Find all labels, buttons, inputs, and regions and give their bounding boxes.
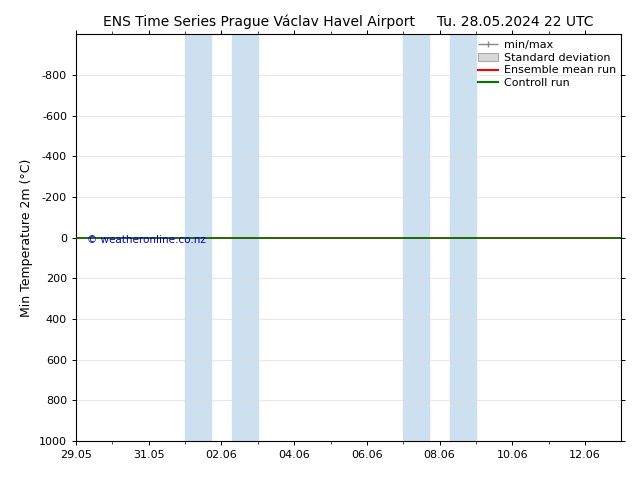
- Bar: [185, 34, 210, 441]
- Title: ENS Time Series Prague Václav Havel Airport     Tu. 28.05.2024 22 UTC: ENS Time Series Prague Václav Havel Airp…: [103, 15, 594, 29]
- Text: © weatheronline.co.nz: © weatheronline.co.nz: [87, 236, 206, 245]
- Y-axis label: Min Temperature 2m (°C): Min Temperature 2m (°C): [20, 158, 34, 317]
- Bar: [451, 34, 476, 441]
- Legend: min/max, Standard deviation, Ensemble mean run, Controll run: min/max, Standard deviation, Ensemble me…: [475, 37, 619, 92]
- Bar: [233, 34, 258, 441]
- Bar: [403, 34, 429, 441]
